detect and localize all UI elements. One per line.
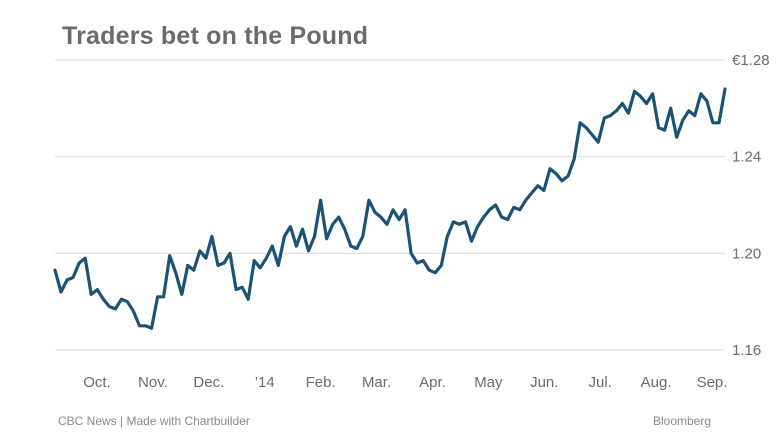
y-tick-label: €1.28	[732, 52, 770, 69]
x-tick-label: Oct.	[83, 374, 111, 391]
x-tick-label: Dec.	[193, 374, 224, 391]
series-line	[53, 87, 727, 330]
x-tick-label: Jun.	[530, 374, 558, 391]
y-tick-label: 1.24	[732, 149, 761, 166]
x-tick-label: Aug.	[641, 374, 672, 391]
chart-title: Traders bet on the Pound	[62, 22, 369, 50]
footer-source-credit: CBC News | Made with Chartbuilder	[58, 414, 250, 428]
x-tick-label: ’14	[255, 374, 275, 391]
x-tick-label: May	[474, 374, 503, 391]
x-tick-label: Nov.	[138, 374, 168, 391]
x-tick-label: Mar.	[362, 374, 391, 391]
x-tick-label: Sep.	[697, 374, 728, 391]
x-tick-label: Jul.	[589, 374, 612, 391]
footer-data-source: Bloomberg	[652, 414, 711, 428]
x-tick-label: Feb.	[306, 374, 336, 391]
x-tick-label: Apr.	[419, 374, 446, 391]
y-tick-label: 1.20	[732, 245, 761, 262]
y-tick-label: 1.16	[732, 342, 761, 359]
